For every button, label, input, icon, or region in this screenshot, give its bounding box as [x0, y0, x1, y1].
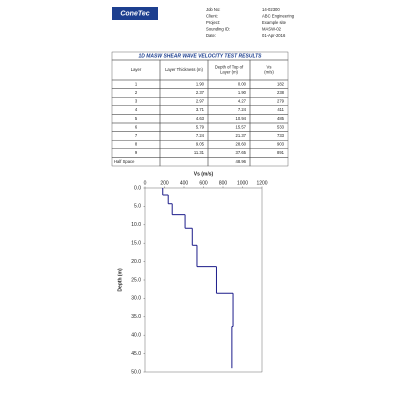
cell-text: 9.05: [196, 142, 205, 147]
plot-frame: [144, 187, 263, 373]
y-tick-label: 50.0: [131, 369, 141, 375]
cell-text: 7: [135, 133, 138, 138]
x-axis-title: Vs (m/s): [194, 171, 214, 177]
cell-text: 5.79: [196, 124, 205, 129]
field-value: 14-02300: [262, 7, 280, 12]
cell-text: 6: [135, 124, 138, 129]
cell-text: 2.37: [196, 90, 205, 95]
table-title: 1D MASW SHEAR WAVE VELOCITY TEST RESULTS: [138, 53, 262, 59]
cell-text: 3.71: [196, 107, 205, 112]
cell-text: 238: [277, 90, 285, 95]
cell: [249, 157, 289, 167]
cell-text: 533: [277, 124, 285, 129]
cell-text: 15.57: [236, 124, 247, 129]
y-tick-label: 40.0: [131, 333, 141, 339]
cell: [159, 157, 209, 167]
y-tick-label: 45.0: [131, 351, 141, 357]
cell-text: 3: [135, 99, 138, 104]
cell-text: 5: [135, 116, 138, 121]
y-tick-label: 35.0: [131, 314, 141, 320]
cell-text: 182: [277, 81, 285, 86]
y-tick-label: 30.0: [131, 296, 141, 302]
x-tick-label: 800: [219, 180, 228, 186]
cell-text: Half Space: [114, 159, 135, 164]
cell-text: 28.60: [236, 142, 247, 147]
cell-text: 10.94: [236, 116, 247, 121]
cell-text: 9: [135, 150, 138, 155]
x-tick-label: 1200: [256, 180, 267, 186]
field-value: 01-Apr-2016: [262, 33, 286, 38]
logo: ConeTec: [120, 10, 149, 17]
cell-text: 279: [277, 99, 285, 104]
y-tick-label: 10.0: [131, 222, 141, 228]
field-label: Job No:: [206, 7, 220, 12]
cell-text: 891: [277, 150, 285, 155]
cell-text: 733: [277, 133, 285, 138]
logo-box: [112, 7, 158, 20]
cell-text: 21.37: [236, 133, 247, 138]
x-tick-label: 200: [160, 180, 169, 186]
field-value: MASW-02: [262, 27, 282, 32]
y-tick-label: 20.0: [131, 259, 141, 265]
field-value: ABC Engineering: [262, 14, 295, 19]
field-label: Client:: [206, 14, 218, 19]
cell-text: 903: [277, 142, 285, 147]
cell-text: 4.63: [196, 116, 205, 121]
cell-text: 37.65: [236, 150, 247, 155]
cell-text: 7.24: [238, 107, 247, 112]
cell-text: 8: [135, 142, 138, 147]
cell-text: 7.24: [196, 133, 205, 138]
cell-text: 2.97: [196, 99, 205, 104]
x-tick-label: 1000: [237, 180, 248, 186]
y-axis-title: Depth (m): [117, 268, 123, 292]
cell-text: 485: [277, 116, 285, 121]
cell-text: 4: [135, 107, 138, 112]
column-header: Depth of Top of: [215, 65, 244, 70]
column-header: (m/s): [264, 70, 274, 75]
y-tick-label: 5.0: [134, 204, 141, 210]
column-header: Vs: [267, 65, 272, 70]
y-tick-label: 25.0: [131, 277, 141, 283]
field-label: Project:: [206, 20, 220, 25]
field-label: Date:: [206, 33, 216, 38]
cell-text: 0.00: [238, 81, 247, 86]
cell-text: 1.90: [238, 90, 247, 95]
x-tick-label: 0: [144, 180, 147, 186]
column-header: Layer: [131, 67, 142, 72]
x-tick-label: 400: [180, 180, 189, 186]
cell-text: 4.27: [238, 99, 247, 104]
column-header: Layer Thickness (m): [165, 67, 203, 72]
cell-text: 48.96: [236, 159, 247, 164]
cell-text: 411: [277, 107, 284, 112]
cell-text: 11.31: [194, 150, 205, 155]
cell-text: 1.90: [196, 81, 205, 86]
field-label: Sounding ID:: [206, 27, 230, 32]
field-value: Example site: [262, 20, 287, 25]
cell-text: 1: [135, 81, 138, 86]
x-tick-label: 600: [199, 180, 208, 186]
y-tick-label: 0.0: [134, 185, 141, 191]
column-header: Layer (m): [220, 70, 239, 75]
y-tick-label: 15.0: [131, 241, 141, 247]
cell-text: 2: [135, 90, 138, 95]
